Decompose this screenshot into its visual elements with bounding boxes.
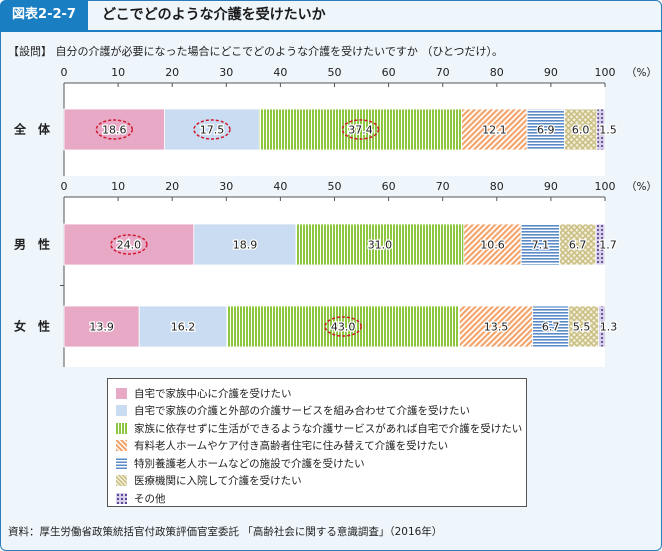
bar-segment <box>459 305 533 348</box>
data-label: 24.0 <box>117 239 142 252</box>
bar-segment <box>595 223 606 266</box>
figure-number: 図表2-2-7 <box>0 0 88 30</box>
bar-segment <box>526 108 565 151</box>
legend-swatch <box>116 405 127 416</box>
data-label: 6.9 <box>537 124 555 137</box>
legend-label: 医療機関に入院して介護を受けたい <box>134 475 302 487</box>
x-tick-label: 50 <box>328 66 342 79</box>
bar-segment <box>596 108 606 151</box>
legend-label: 家族に依存せずに生活ができるような介護サービスがあれば自宅で介護を受けたい <box>134 422 523 435</box>
legend-item: その他 <box>116 490 166 506</box>
chart-legend: 自宅で家族中心に介護を受けたい 自宅で家族の介護と外部の介護サービスを組み合わせ… <box>107 378 527 507</box>
legend-item: 家族に依存せずに生活ができるような介護サービスがあれば自宅で介護を受けたい <box>116 420 522 436</box>
data-label: 10.6 <box>480 239 505 252</box>
x-tick-label: 70 <box>436 180 450 193</box>
data-label: 1.3 <box>600 321 618 334</box>
bar-segment <box>564 108 598 151</box>
data-label: 1.7 <box>599 239 617 252</box>
legend-item: 有料老人ホームやケア付き高齢者住宅に住み替えて介護を受けたい <box>116 438 448 454</box>
bar-segment <box>258 108 463 151</box>
bar-segment <box>598 305 606 348</box>
x-tick-label: 80 <box>490 66 504 79</box>
x-tick-label: 10 <box>111 180 125 193</box>
x-tick-label: 30 <box>219 66 233 79</box>
data-label: 6.0 <box>572 124 590 137</box>
x-tick-label: 100 <box>595 180 616 193</box>
data-label: 13.9 <box>89 321 114 334</box>
highlight-ellipse <box>95 119 134 140</box>
x-tick-label: 100 <box>595 66 616 79</box>
x-tick-label: 0 <box>61 180 68 193</box>
bar-segment <box>461 108 528 151</box>
legend-swatch <box>116 387 127 399</box>
bar-segment <box>559 223 597 266</box>
x-tick-label: 70 <box>436 66 450 79</box>
bar-segment <box>63 223 195 266</box>
legend-swatch <box>116 475 127 486</box>
bar-segment <box>63 108 166 151</box>
bar-segment <box>463 223 522 266</box>
x-tick-label: 60 <box>382 66 396 79</box>
bar-segment <box>568 305 599 348</box>
x-tick-label: 60 <box>382 180 396 193</box>
bar-segment <box>532 305 570 348</box>
legend-item: 医療機関に入院して介護を受けたい <box>116 473 302 489</box>
legend-item: 自宅で家族の介護と外部の介護サービスを組み合わせて介護を受けたい <box>116 403 470 419</box>
category-label: 全 体 <box>13 122 51 137</box>
x-tick-label: 10 <box>111 66 125 79</box>
legend-swatch <box>116 440 127 451</box>
data-label: 31.0 <box>368 239 393 252</box>
data-label: 5.5 <box>573 321 591 334</box>
x-tick-label: 20 <box>165 180 179 193</box>
unit-label: （%） <box>626 67 657 79</box>
data-label: 18.9 <box>233 239 258 252</box>
figure-header: 図表2-2-7 どこでどのような介護を受けたいか <box>0 0 662 34</box>
legend-label: 特別養護老人ホームなどの施設で介護を受けたい <box>134 457 365 470</box>
highlight-ellipse <box>193 119 231 140</box>
x-tick-label: 0 <box>61 66 68 79</box>
data-label: 18.6 <box>102 124 127 137</box>
legend-swatch <box>116 492 127 504</box>
data-label: 1.5 <box>599 124 617 137</box>
x-tick-label: 90 <box>544 66 558 79</box>
legend-item: 自宅で家族中心に介護を受けたい <box>116 385 292 401</box>
legend-label: 自宅で家族の介護と外部の介護サービスを組み合わせて介護を受けたい <box>134 405 470 417</box>
x-tick-label: 40 <box>273 66 287 79</box>
legend-swatch <box>116 457 127 469</box>
data-label: 16.2 <box>171 321 196 334</box>
data-label: 37.4 <box>348 124 373 137</box>
highlight-ellipse <box>110 234 148 255</box>
data-label: 13.5 <box>484 321 509 334</box>
legend-swatch <box>116 422 127 434</box>
x-tick-label: 30 <box>219 180 233 193</box>
data-label: 17.5 <box>200 124 225 137</box>
category-label: 女 性 <box>14 319 50 334</box>
data-label: 43.0 <box>331 321 356 334</box>
header-divider <box>0 30 662 32</box>
survey-question: 【設問】 自分の介護が必要になった場合にどこでどのような介護を受けたいですか （… <box>8 45 504 58</box>
figure-title: どこでどのような介護を受けたいか <box>102 7 326 23</box>
legend-item: 特別養護老人ホームなどの施設で介護を受けたい <box>116 455 365 471</box>
unit-label: （%） <box>626 181 657 193</box>
legend-label: 有料老人ホームやケア付き高齢者住宅に住み替えて介護を受けたい <box>134 440 449 452</box>
source-note: 資料：厚生労働省政策統括官付政策評価官室委託 「高齢社会に関する意識調査」（20… <box>8 526 443 538</box>
data-label: 6.7 <box>569 239 587 252</box>
x-tick-label: 20 <box>165 66 179 79</box>
category-label: 男 性 <box>14 237 50 252</box>
bar-segment <box>295 223 465 266</box>
x-tick-label: 80 <box>490 180 504 193</box>
highlight-ellipse <box>324 316 362 337</box>
data-label: 6.7 <box>542 321 560 334</box>
bar-segment <box>226 305 460 348</box>
legend-label: その他 <box>134 492 166 505</box>
x-tick-label: 50 <box>328 180 342 193</box>
x-tick-label: 40 <box>273 180 287 193</box>
x-tick-label: 90 <box>544 180 558 193</box>
bar-segment <box>193 223 297 266</box>
legend-label: 自宅で家族中心に介護を受けたい <box>134 387 292 400</box>
data-label: 7.1 <box>532 239 550 252</box>
highlight-ellipse <box>341 119 380 140</box>
data-label: 12.1 <box>482 124 507 137</box>
